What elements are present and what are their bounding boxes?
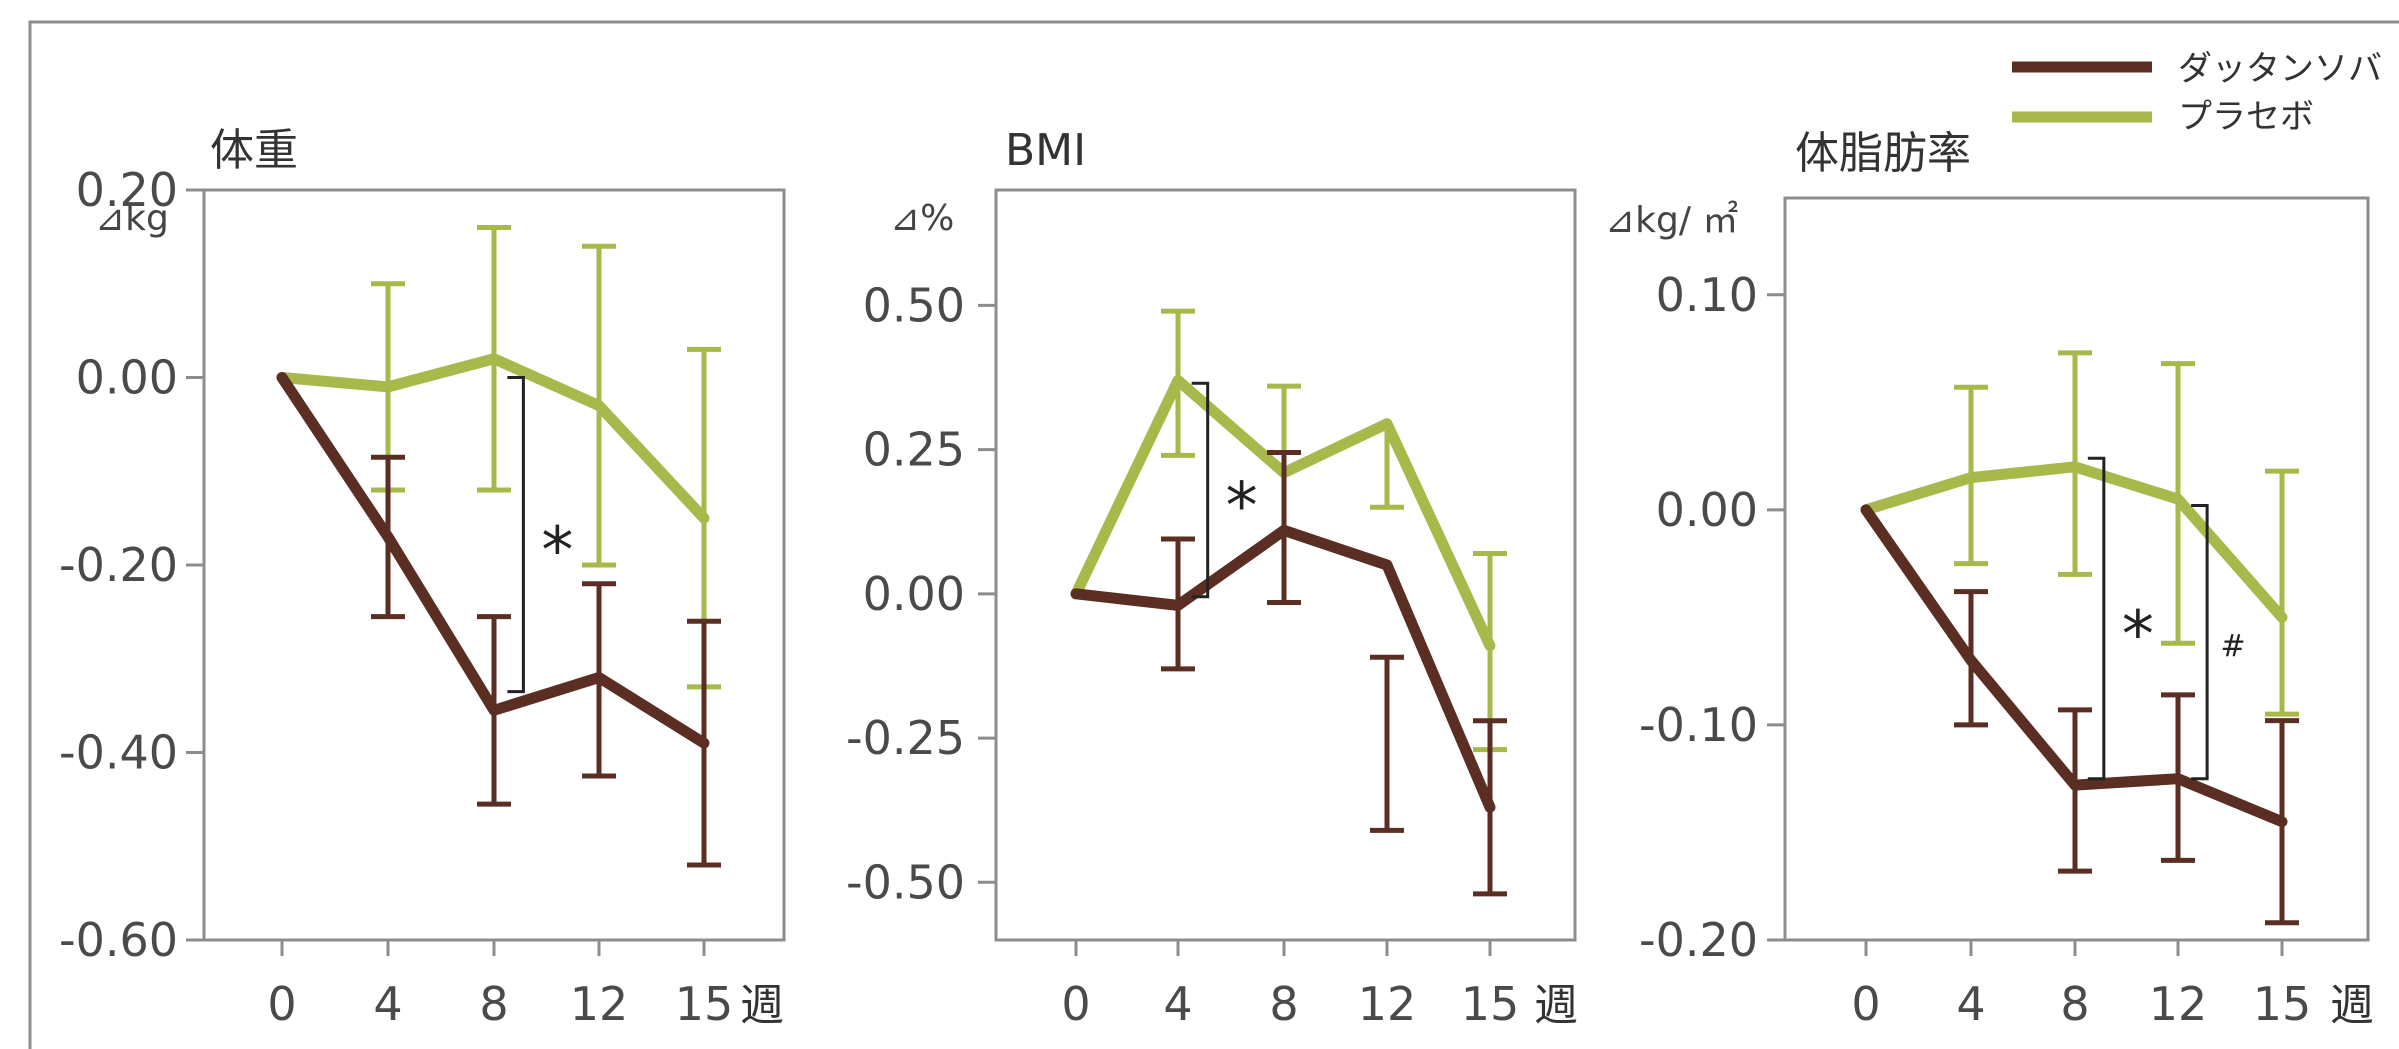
significance-star: * <box>2122 598 2154 672</box>
error-bar-datta <box>1370 654 1404 833</box>
y-tick-label: -0.20 <box>59 538 178 592</box>
x-tick-label: 12 <box>570 977 629 1031</box>
significance-bracket <box>507 376 525 694</box>
significance-star: * <box>1226 470 1258 544</box>
error-bar-datta <box>1267 450 1301 605</box>
error-bar-datta <box>1473 718 1507 897</box>
x-tick-label: 0 <box>267 977 296 1031</box>
y-tick-label: 0.00 <box>1656 483 1758 537</box>
significance-bracket <box>1191 381 1210 599</box>
x-unit-label: 週 <box>1534 980 1578 1031</box>
x-unit-label: 週 <box>2330 980 2374 1031</box>
significance-star: * <box>541 515 573 589</box>
significance-bracket <box>2191 504 2209 781</box>
y-unit-label: ⊿% <box>890 198 954 239</box>
x-tick-label: 12 <box>2149 977 2208 1031</box>
error-bar-placebo <box>477 225 511 493</box>
y-tick-label: -0.40 <box>59 726 178 780</box>
error-bar-placebo <box>1954 384 1988 567</box>
y-unit-label: ⊿kg <box>95 198 169 239</box>
x-tick-label: 15 <box>675 977 734 1031</box>
y-tick-label: 0.00 <box>863 567 965 621</box>
error-bar-datta <box>2265 718 2299 926</box>
figure-frame <box>28 20 2399 1049</box>
y-tick-label: 0.25 <box>863 423 965 477</box>
panel-title: 体脂肪率 <box>1795 128 1971 179</box>
error-bar-datta <box>477 614 511 807</box>
significance-hash: # <box>2221 629 2246 664</box>
x-tick-label: 4 <box>1956 977 1985 1031</box>
error-bar-datta <box>1161 536 1195 672</box>
y-tick-label: -0.10 <box>1639 698 1758 752</box>
error-bar-datta <box>1954 589 1988 728</box>
y-unit-label: ⊿kg/ ㎡ <box>1605 199 1738 241</box>
legend-label-placebo: プラセボ <box>2178 97 2314 137</box>
error-bar-datta <box>687 618 721 868</box>
y-tick-label: 0.00 <box>76 351 178 405</box>
x-tick-label: 4 <box>1163 977 1192 1031</box>
error-bar-placebo <box>2161 361 2195 646</box>
panel-bmi: BMI ⊿% 週 0.50 0.25 0.00 -0.25 -0.50 0 4 8 12 15 * <box>846 125 1578 1031</box>
panel-body-weight: 体重 ⊿kg 週 0.20 0.00 -0.20 -0.40 -0.60 0 4 8 12 15 * <box>59 125 786 1031</box>
panel-title: BMI <box>1005 125 1086 176</box>
panel-title: 体重 <box>210 125 298 176</box>
x-tick-label: 12 <box>1358 977 1417 1031</box>
legend-label-datta: ダッタンソバ <box>2178 49 2382 89</box>
y-tick-label: 0.50 <box>863 278 965 332</box>
x-tick-label: 15 <box>2253 977 2312 1031</box>
y-tick-label: 0.10 <box>1656 268 1758 322</box>
x-tick-label: 4 <box>373 977 402 1031</box>
error-bar-placebo <box>582 243 616 568</box>
error-bar-datta <box>582 581 616 779</box>
significance-bracket <box>2087 456 2106 781</box>
error-bar-placebo <box>2058 350 2092 577</box>
x-tick-label: 0 <box>1851 977 1880 1031</box>
x-unit-label: 週 <box>740 980 784 1031</box>
y-tick-label: 0.20 <box>76 163 178 217</box>
y-tick-label: -0.20 <box>1639 913 1758 967</box>
y-tick-label: -0.25 <box>846 711 965 765</box>
legend: ダッタンソバ プラセボ <box>2012 49 2382 137</box>
y-tick-label: -0.60 <box>59 913 178 967</box>
y-tick-label: -0.50 <box>846 855 965 909</box>
x-tick-label: 15 <box>1461 977 1520 1031</box>
x-tick-label: 8 <box>2060 977 2089 1031</box>
error-bar-placebo <box>1370 423 1404 510</box>
error-bar-datta <box>2161 692 2195 863</box>
x-tick-label: 8 <box>479 977 508 1031</box>
panel-body-fat: 体脂肪率 ⊿kg/ ㎡ 週 0.10 0.00 -0.10 -0.20 0 4 8 12 15 *… <box>1605 128 2374 1031</box>
x-tick-label: 8 <box>1269 977 1298 1031</box>
error-bar-datta <box>2058 707 2092 874</box>
error-bar-placebo <box>1161 308 1195 458</box>
x-tick-label: 0 <box>1061 977 1090 1031</box>
error-bar-datta <box>371 454 405 620</box>
error-bar-placebo <box>2265 468 2299 717</box>
